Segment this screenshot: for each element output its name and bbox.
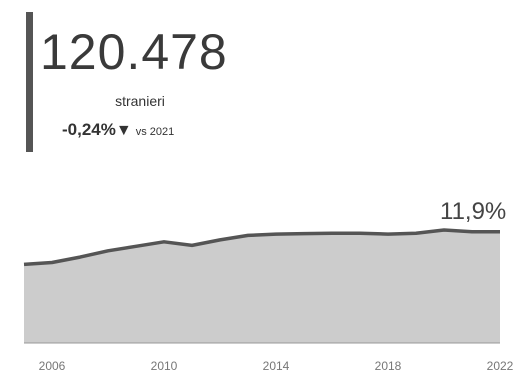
kpi-label: stranieri: [115, 93, 165, 109]
x-tick-label: 2010: [151, 359, 178, 373]
x-tick-label: 2014: [263, 359, 290, 373]
kpi-value: 120.478: [40, 24, 228, 80]
kpi-change: -0,24%▼ vs 2021: [62, 120, 262, 140]
x-tick-label: 2006: [39, 359, 66, 373]
area-fill: [24, 230, 500, 343]
kpi-accent-bar: [26, 12, 33, 152]
kpi-change-percent: -0,24%: [62, 120, 116, 139]
series-line: [23, 228, 500, 267]
end-value-label: 11,9%: [440, 198, 506, 225]
down-triangle-icon: ▼: [115, 122, 132, 139]
x-tick-label: 2018: [375, 359, 402, 373]
x-tick-label: 2022: [487, 359, 514, 373]
kpi-comparison: vs 2021: [135, 126, 175, 138]
